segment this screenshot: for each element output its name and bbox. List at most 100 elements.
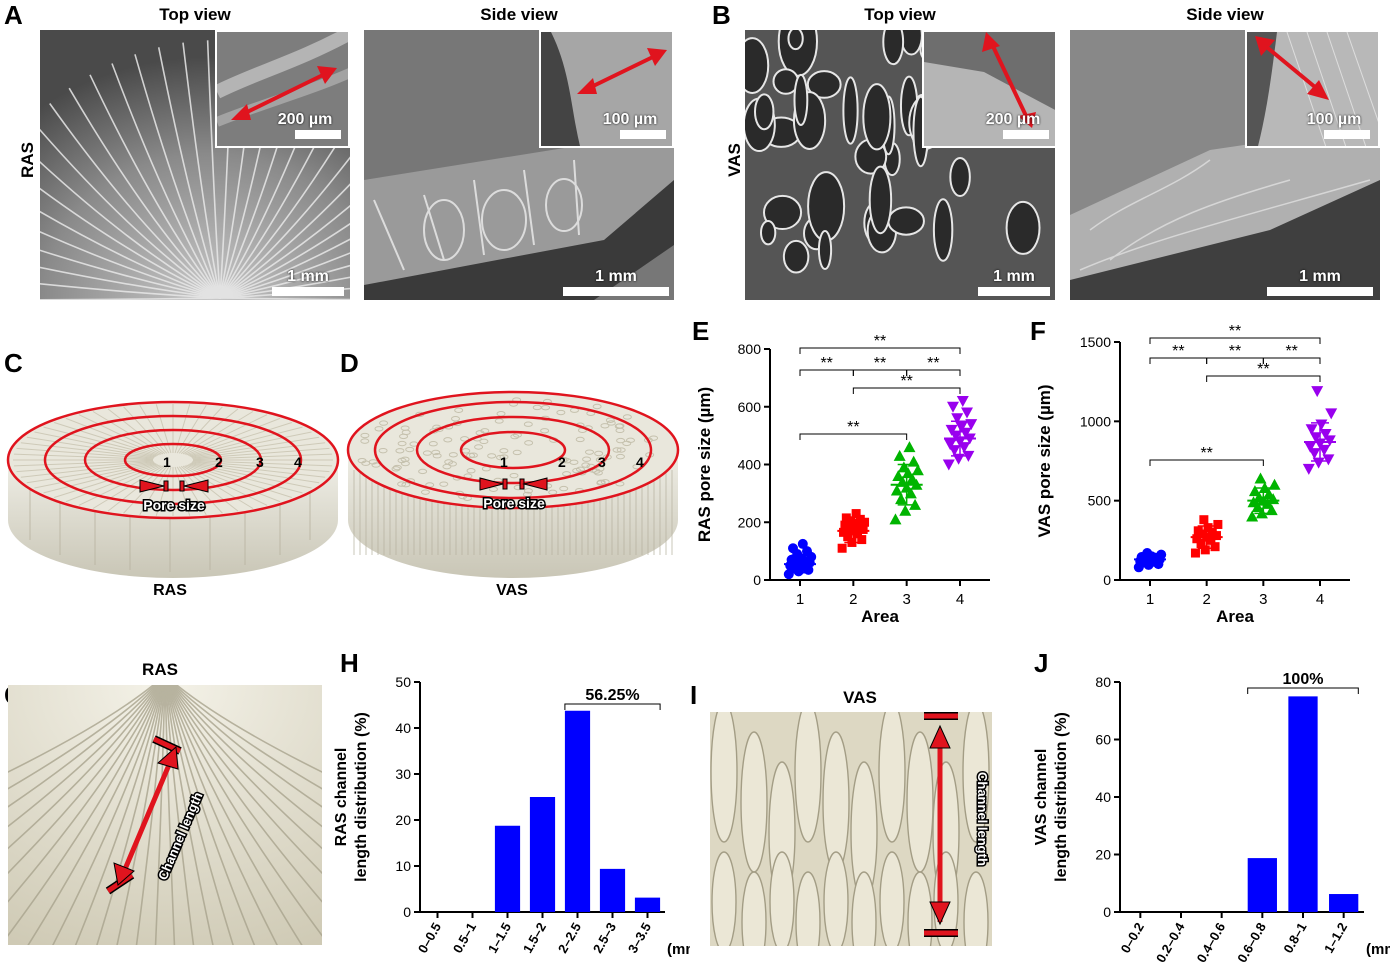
significance-bracket	[906, 369, 961, 376]
bar-2.5–3	[599, 868, 626, 912]
data-point-area-4	[1302, 463, 1315, 475]
data-point-area-1	[802, 546, 812, 557]
panel-label-e: E	[692, 316, 710, 346]
panel-label-i: I	[690, 680, 698, 710]
data-point-area-3	[1262, 488, 1275, 500]
data-point-area-3	[1248, 485, 1261, 497]
data-point-area-2	[857, 535, 867, 545]
data-point-area-4	[1308, 448, 1321, 460]
percentage-label: 100%	[1283, 671, 1324, 688]
ras-top-scalebar: 1 mm	[272, 268, 344, 296]
vas-zone-label-1: 1	[500, 454, 508, 470]
data-point-area-4	[1319, 429, 1332, 441]
x-axis-label: Area	[1216, 607, 1254, 622]
vas-side-scalebar: 1 mm	[1267, 268, 1373, 296]
significance-label: **	[1285, 343, 1297, 360]
significance-bracket	[1206, 375, 1321, 382]
x-unit-label: (mm)	[667, 941, 690, 958]
significance-label: **	[1200, 445, 1212, 462]
y-tick-label: 20	[1095, 847, 1111, 863]
y-axis-label-line1: RAS channel	[333, 748, 350, 847]
panel-label-d: D	[340, 348, 359, 378]
data-point-area-4	[942, 459, 955, 471]
y-tick-label: 30	[395, 766, 411, 782]
data-point-area-2	[1213, 519, 1223, 529]
y-tick-label: 600	[738, 399, 762, 415]
bar-1–1.2	[1329, 894, 1359, 912]
y-tick-label: 400	[738, 457, 762, 473]
y-tick-label: 20	[395, 812, 411, 828]
vas-pore-size-label: Pore size	[483, 495, 545, 511]
panel-label-h: H	[340, 648, 359, 678]
vas-zone-label-2: 2	[558, 454, 566, 470]
panel-a-row-label: RAS	[18, 142, 37, 178]
data-point-area-4	[1304, 441, 1317, 453]
y-tick-label: 0	[1103, 904, 1111, 920]
vas-top-inset-scalebar: 200 µm	[986, 111, 1049, 139]
vas-ring-4	[346, 390, 680, 510]
data-point-area-3	[1247, 496, 1260, 508]
bar-1.5–2	[529, 797, 556, 912]
vas-channel-length-label: Channel length	[975, 772, 990, 866]
x-tick-label: 2–2.5	[555, 920, 584, 956]
data-point-area-1	[1156, 549, 1167, 560]
data-point-area-4	[1318, 444, 1331, 456]
data-point-area-2	[1192, 534, 1202, 544]
panel-label-j: J	[1034, 648, 1049, 678]
significance-bracket	[1149, 459, 1264, 466]
data-point-area-3	[911, 464, 924, 476]
double-arrow-icon	[988, 39, 1030, 121]
data-point-area-3	[893, 449, 906, 461]
data-point-area-3	[899, 504, 912, 516]
y-tick-label: 0	[403, 904, 411, 920]
significance-bracket	[799, 433, 908, 440]
data-point-area-4	[1325, 408, 1338, 420]
x-tick-label: 2	[1202, 591, 1210, 608]
data-point-area-2	[837, 543, 847, 553]
x-tick-label: 0.2–0.4	[1153, 919, 1188, 965]
significance-bracket	[1262, 357, 1321, 364]
ras-ring-1	[123, 442, 223, 478]
ras-top-inset-scalebar: 200 µm	[278, 111, 341, 139]
ras-side-scalebar: 1 mm	[563, 268, 669, 296]
panel-label-f: F	[1030, 316, 1046, 346]
y-tick-label: 50	[395, 674, 411, 690]
vas-top-view-inset	[922, 30, 1057, 148]
percentage-label: 56.25%	[585, 687, 639, 704]
y-axis-label-line1: VAS channel	[1033, 749, 1050, 846]
x-tick-label: 1–1.5	[485, 920, 514, 956]
ras-ring-4	[6, 400, 340, 520]
data-point-area-4	[947, 401, 959, 413]
data-point-area-4	[945, 424, 958, 436]
x-tick-label: 1	[1146, 591, 1154, 608]
percentage-bracket	[564, 703, 661, 710]
x-tick-label: 2.5–3	[590, 920, 619, 956]
y-tick-label: 10	[395, 858, 411, 874]
data-point-area-3	[890, 484, 903, 496]
vas-side-view-sem-image	[1070, 30, 1380, 300]
ras-ring-3	[43, 414, 303, 506]
data-point-area-2	[1210, 542, 1220, 552]
significance-label: **	[874, 333, 886, 350]
ras-pore-size-label: Pore size	[143, 497, 205, 513]
data-point-area-3	[1246, 510, 1259, 522]
panel-label-a: A	[4, 0, 23, 30]
data-point-area-4	[1312, 457, 1325, 469]
x-tick-label: 1–1.2	[1321, 920, 1350, 956]
percentage-bracket	[1247, 687, 1359, 694]
y-tick-label: 800	[738, 341, 762, 357]
panel-i-title: VAS	[843, 688, 877, 707]
vas-ring-3	[373, 400, 653, 500]
panel-label-c: C	[4, 348, 23, 378]
data-point-area-3	[904, 487, 917, 499]
data-point-area-4	[951, 413, 964, 425]
significance-label: **	[1257, 361, 1269, 378]
significance-label: **	[1229, 323, 1241, 340]
data-point-area-4	[961, 407, 973, 419]
y-tick-label: 40	[395, 720, 411, 736]
data-point-area-2	[1196, 539, 1206, 549]
ras-channel-render: Channel length	[8, 685, 322, 945]
significance-label: **	[1229, 343, 1241, 360]
data-point-area-4	[956, 395, 969, 407]
x-tick-label: 1	[796, 591, 804, 608]
